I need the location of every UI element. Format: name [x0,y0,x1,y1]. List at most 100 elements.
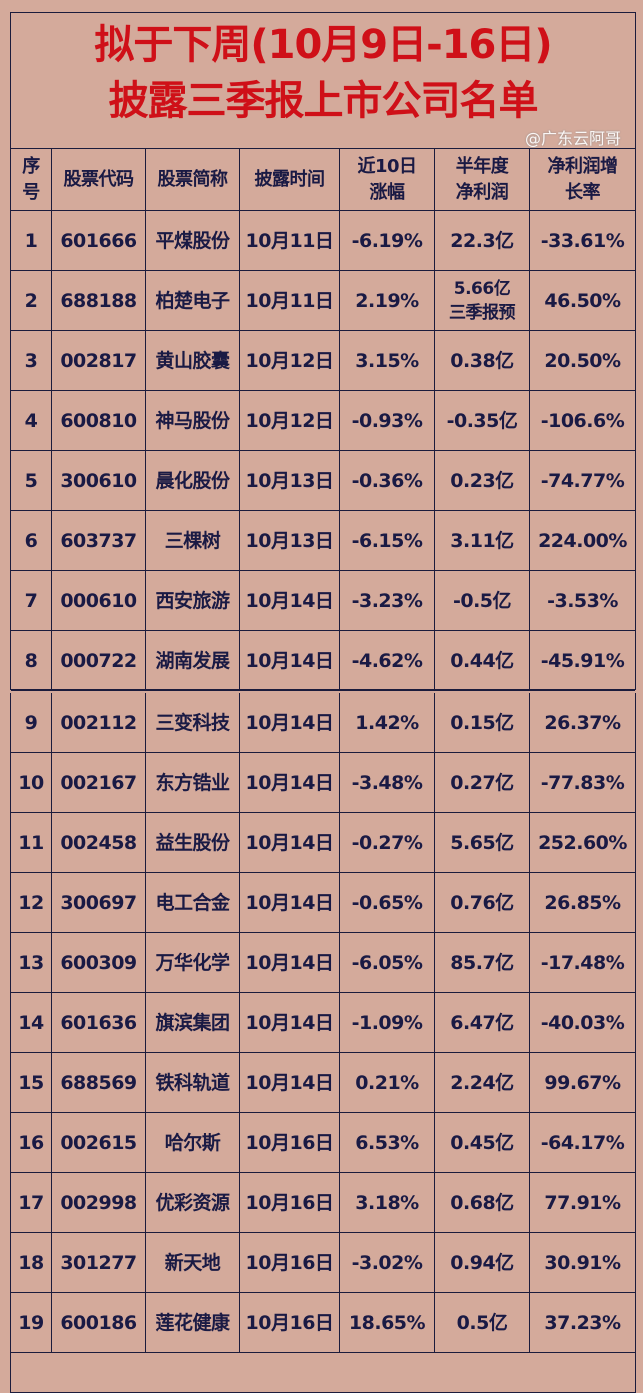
cell-index: 11 [11,813,52,872]
cell-text: 688188 [60,289,137,312]
cell-10day-change: 1.42% [340,693,435,752]
cell-text: 19 [18,1311,44,1334]
cell-text: 10月14日 [245,589,334,612]
table-row: 3 002817 黄山胶囊 10月12日 3.15% 0.38亿 20.50% [11,331,635,391]
cell-index: 2 [11,271,52,330]
cell-profit-growth: -33.61% [530,211,635,270]
cell-text: 002458 [60,831,137,854]
cell-text: 2.19% [355,289,419,312]
cell-text: 10月14日 [245,1011,334,1034]
cell-text: 0.45亿 [450,1131,514,1154]
cell-index: 12 [11,873,52,932]
cell-stock-name: 西安旅游 [146,571,240,630]
cell-text: 10月16日 [245,1191,334,1214]
cell-10day-change: -4.62% [340,631,435,690]
cell-text: 600186 [60,1311,137,1334]
table-row: 7 000610 西安旅游 10月14日 -3.23% -0.5亿 -3.53% [11,571,635,631]
header-label: 半年度 净利润 [455,155,509,203]
title-line-1: 拟于下周(10月9日-16日) [94,22,552,68]
cell-text: 优彩资源 [155,1191,230,1214]
cell-stock-name: 晨化股份 [146,451,240,510]
cell-half-year-profit: 22.3亿 [435,211,530,270]
cell-stock-code: 601666 [52,211,146,270]
table-row: 12 300697 电工合金 10月14日 -0.65% 0.76亿 26.85% [11,873,635,933]
cell-text: 西安旅游 [155,589,230,612]
cell-profit-growth: 26.85% [530,873,635,932]
cell-index: 8 [11,631,52,690]
cell-stock-code: 002112 [52,693,146,752]
cell-text: 1 [24,229,38,252]
cell-text: 10 [18,771,44,794]
cell-disclosure-date: 10月16日 [240,1233,340,1292]
cell-text: 5 [24,469,38,492]
cell-text: 18 [18,1251,44,1274]
cell-text: 16 [18,1131,44,1154]
table-row: 18 301277 新天地 10月16日 -3.02% 0.94亿 30.91% [11,1233,635,1293]
cell-stock-code: 301277 [52,1233,146,1292]
cell-disclosure-date: 10月12日 [240,331,340,390]
cell-half-year-profit: 0.44亿 [435,631,530,690]
cell-10day-change: -6.15% [340,511,435,570]
cell-half-year-profit: 6.47亿 [435,993,530,1052]
cell-text: -77.83% [540,771,625,794]
table-row: 11 002458 益生股份 10月14日 -0.27% 5.65亿 252.60% [11,813,635,873]
cell-index: 4 [11,391,52,450]
table-row: 19 600186 莲花健康 10月16日 18.65% 0.5亿 37.23% [11,1293,635,1353]
table-row: 4 600810 神马股份 10月12日 -0.93% -0.35亿 -106.6% [11,391,635,451]
cell-text: -17.48% [540,951,625,974]
cell-stock-name: 平煤股份 [146,211,240,270]
cell-index: 19 [11,1293,52,1352]
cell-text: 002615 [60,1131,137,1154]
cell-text: 3.11亿 [450,529,514,552]
cell-index: 15 [11,1053,52,1112]
cell-text: 8 [24,649,38,672]
cell-profit-growth: -74.77% [530,451,635,510]
title-line-2: 披露三季报上市公司名单 [108,78,539,124]
cell-text: -3.23% [351,589,423,612]
cell-stock-name: 湖南发展 [146,631,240,690]
cell-10day-change: 18.65% [340,1293,435,1352]
cell-text: 14 [18,1011,44,1034]
cell-stock-code: 000722 [52,631,146,690]
cell-stock-name: 莲花健康 [146,1293,240,1352]
cell-stock-name: 三变科技 [146,693,240,752]
cell-text: 300697 [60,891,137,914]
cell-profit-growth: 99.67% [530,1053,635,1112]
cell-10day-change: -6.05% [340,933,435,992]
cell-profit-growth: -40.03% [530,993,635,1052]
cell-disclosure-date: 10月16日 [240,1293,340,1352]
cell-stock-code: 603737 [52,511,146,570]
cell-10day-change: -0.27% [340,813,435,872]
cell-text: 10月14日 [245,649,334,672]
cell-index: 6 [11,511,52,570]
table-row: 17 002998 优彩资源 10月16日 3.18% 0.68亿 77.91% [11,1173,635,1233]
table-part-2: 9 002112 三变科技 10月14日 1.42% 0.15亿 26.37% 10 00216… [10,693,636,1393]
table-row: 13 600309 万华化学 10月14日 -6.05% 85.7亿 -17.48% [11,933,635,993]
cell-text: 000610 [60,589,137,612]
cell-stock-name: 铁科轨道 [146,1053,240,1112]
cell-disclosure-date: 10月14日 [240,933,340,992]
cell-stock-code: 000610 [52,571,146,630]
cell-stock-code: 300697 [52,873,146,932]
cell-text: 0.5亿 [456,1311,508,1334]
cell-index: 7 [11,571,52,630]
cell-half-year-profit: -0.5亿 [435,571,530,630]
header-label: 披露时间 [254,168,326,190]
cell-stock-name: 电工合金 [146,873,240,932]
cell-half-year-profit: 5.65亿 [435,813,530,872]
cell-stock-code: 601636 [52,993,146,1052]
cell-text: -74.77% [540,469,625,492]
cell-10day-change: 2.19% [340,271,435,330]
cell-text: 0.23亿 [450,469,514,492]
cell-text: 晨化股份 [155,469,230,492]
cell-text: -3.53% [547,589,618,612]
cell-stock-name: 三棵树 [146,511,240,570]
cell-disclosure-date: 10月13日 [240,451,340,510]
cell-10day-change: 6.53% [340,1113,435,1172]
cell-text: 10月16日 [245,1131,334,1154]
header-half-year-profit: 半年度 净利润 [435,149,530,210]
cell-10day-change: -3.48% [340,753,435,812]
cell-text: -0.36% [351,469,423,492]
cell-disclosure-date: 10月14日 [240,993,340,1052]
cell-stock-code: 002817 [52,331,146,390]
